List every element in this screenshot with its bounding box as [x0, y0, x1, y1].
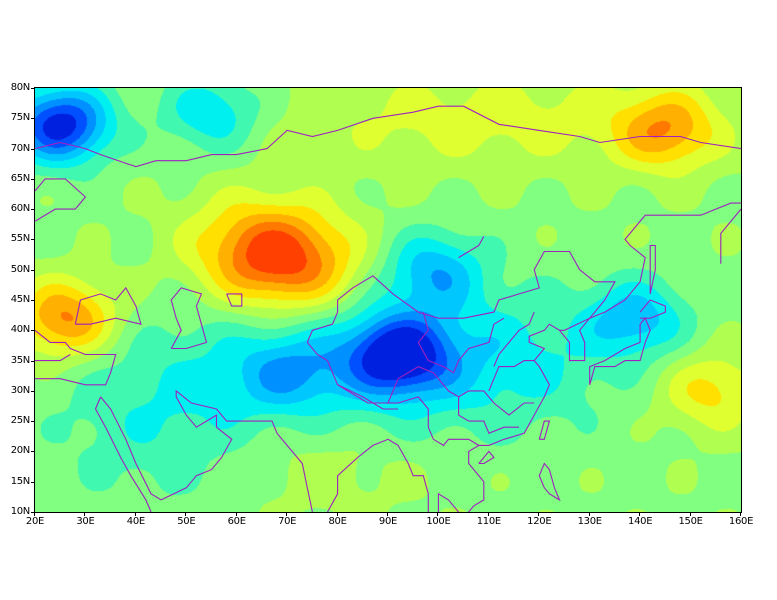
x-tick-label: 30E	[76, 516, 95, 527]
y-tick-mark	[31, 451, 35, 453]
coastline	[35, 354, 71, 362]
x-tick-mark	[588, 512, 590, 516]
x-tick-label: 100E	[426, 516, 451, 527]
y-tick-label: 65N	[10, 172, 31, 184]
coastline	[306, 250, 616, 343]
x-tick-label: 140E	[628, 516, 653, 527]
coastlines-layer	[35, 105, 741, 512]
x-tick-label: 110E	[476, 516, 502, 527]
coastline	[437, 202, 741, 512]
coastline	[387, 365, 535, 416]
coastline	[458, 396, 520, 435]
coastline	[538, 462, 561, 502]
y-tick-mark	[31, 390, 35, 392]
x-tick-label: 120E	[527, 516, 552, 527]
coastline	[458, 236, 485, 259]
y-tick-mark	[31, 481, 35, 483]
coastline	[100, 389, 313, 512]
y-tick-label: 70N	[10, 142, 31, 154]
y-tick-label: 20N	[10, 445, 31, 457]
y-tick-label: 50N	[10, 263, 31, 275]
y-tick-mark	[31, 88, 35, 89]
x-tick-label: 70E	[278, 516, 297, 527]
map-plot-area	[35, 88, 741, 512]
coastline	[35, 105, 741, 168]
x-tick-label: 160E	[728, 516, 754, 527]
map-frame	[34, 87, 742, 513]
coastline	[417, 311, 505, 374]
x-tick-label: 90E	[378, 516, 398, 527]
x-tick-mark	[336, 512, 338, 516]
coastline	[74, 286, 142, 325]
x-tick-label: 60E	[227, 516, 246, 527]
y-tick-mark	[31, 360, 35, 362]
shaded-anomaly-field	[35, 88, 741, 512]
x-tick-label: 50E	[177, 516, 196, 527]
x-tick-label: 130E	[577, 516, 603, 527]
y-tick-label: 55N	[10, 233, 31, 245]
coastline	[639, 299, 666, 319]
coastline	[649, 244, 656, 295]
x-tick-mark	[84, 512, 86, 516]
x-tick-mark	[286, 512, 288, 516]
x-tick-mark	[387, 512, 388, 516]
x-tick-mark	[185, 512, 187, 516]
y-tick-label: 35N	[10, 354, 31, 366]
y-tick-label: 25N	[10, 415, 31, 427]
y-tick-mark	[31, 300, 35, 301]
coastline	[493, 311, 535, 367]
coastline	[94, 396, 152, 512]
coastline	[488, 360, 535, 392]
y-tick-label: 15N	[10, 475, 31, 487]
y-tick-mark	[31, 178, 35, 180]
y-tick-label: 60N	[10, 203, 31, 215]
x-tick-label: 80E	[328, 516, 347, 527]
coastline	[35, 329, 117, 386]
y-tick-mark	[31, 239, 35, 241]
coastline	[720, 208, 741, 264]
y-tick-mark	[31, 421, 35, 423]
x-tick-mark	[689, 512, 691, 516]
coastline	[337, 384, 399, 410]
y-tick-label: 10N	[10, 506, 31, 517]
y-tick-mark	[31, 330, 35, 332]
y-tick-label: 30N	[10, 384, 31, 396]
coastline	[226, 293, 243, 307]
coastline	[478, 450, 495, 465]
coastline	[35, 178, 87, 222]
x-tick-mark	[437, 512, 439, 516]
x-tick-label: 150E	[678, 516, 703, 527]
coastline	[589, 317, 651, 385]
y-tick-label: 80N	[10, 82, 31, 93]
x-tick-label: 40E	[126, 516, 145, 527]
y-tick-label: 45N	[10, 294, 31, 305]
x-tick-mark	[34, 512, 35, 516]
x-tick-mark	[639, 512, 641, 516]
coastline	[327, 438, 429, 512]
y-tick-mark	[31, 209, 35, 211]
y-tick-mark	[31, 269, 35, 271]
x-tick-label: 20E	[25, 516, 45, 527]
y-tick-label: 40N	[10, 324, 31, 336]
x-tick-mark	[740, 512, 741, 516]
x-tick-mark	[538, 512, 540, 516]
coastline	[170, 287, 208, 350]
x-tick-mark	[235, 512, 237, 516]
y-tick-mark	[31, 118, 35, 120]
y-tick-mark	[31, 512, 35, 513]
coastline	[538, 420, 551, 440]
x-tick-mark	[134, 512, 136, 516]
y-tick-mark	[31, 148, 35, 150]
x-tick-mark	[487, 512, 489, 516]
coastline	[306, 342, 480, 447]
y-tick-label: 75N	[10, 112, 31, 124]
